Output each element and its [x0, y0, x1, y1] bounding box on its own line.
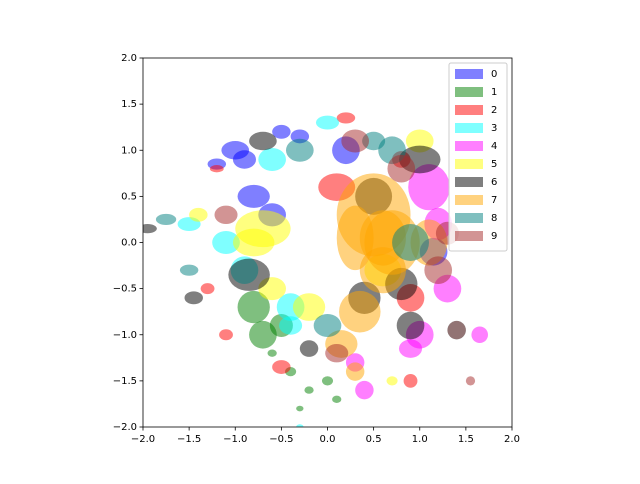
legend-swatch — [455, 105, 483, 115]
ellipse-mark — [272, 360, 291, 374]
ellipse-mark — [313, 313, 342, 338]
y-tick-label: 2.0 — [121, 53, 137, 64]
ellipse-mark — [237, 184, 270, 208]
ellipse-mark — [237, 290, 270, 324]
ellipse-mark — [232, 150, 257, 169]
ellipse-mark — [228, 258, 270, 291]
ellipse-mark — [212, 230, 240, 255]
legend-label: 6 — [491, 177, 497, 188]
ellipse-mark — [465, 376, 476, 386]
ellipse-mark — [403, 373, 418, 388]
ellipse-mark — [214, 205, 238, 225]
y-tick-label: −1.0 — [113, 330, 137, 341]
ellipse-mark — [292, 293, 326, 321]
plot-area — [143, 112, 489, 427]
ellipse-mark — [200, 283, 215, 295]
y-tick-label: −2.0 — [113, 422, 137, 433]
ellipse-mark — [398, 339, 423, 358]
legend-label: 3 — [491, 123, 497, 134]
ellipse-mark — [355, 380, 374, 400]
ellipse-mark — [249, 131, 277, 151]
ellipse-mark — [143, 224, 157, 234]
ellipse-mark — [235, 210, 291, 248]
y-tick-label: 1.0 — [121, 145, 137, 156]
x-tick-label: 2.0 — [504, 434, 520, 445]
ellipse-mark — [336, 112, 356, 124]
legend-label: 2 — [491, 105, 497, 116]
legend-label: 8 — [491, 213, 497, 224]
ellipse-mark — [424, 256, 453, 285]
ellipse-mark — [336, 205, 374, 271]
ellipse-mark — [184, 291, 203, 305]
ellipse-mark — [447, 320, 466, 340]
x-tick-label: 1.0 — [412, 434, 428, 445]
legend-swatch — [455, 159, 483, 169]
ellipse-mark — [408, 164, 450, 211]
ellipse-mark — [362, 131, 386, 151]
ellipse-mark — [285, 138, 314, 162]
y-tick-label: −0.5 — [113, 284, 137, 295]
legend-swatch — [455, 195, 483, 205]
legend-swatch — [455, 213, 483, 223]
ellipse-mark — [345, 362, 365, 381]
ellipse-mark — [471, 326, 489, 344]
y-tick-label: 0.0 — [121, 238, 137, 249]
ellipse-mark — [189, 207, 208, 222]
legend-label: 4 — [491, 141, 497, 152]
ellipse-mark — [272, 124, 291, 139]
x-tick-label: −1.0 — [223, 434, 247, 445]
ellipse-mark — [296, 405, 304, 412]
ellipse-mark — [304, 386, 314, 394]
ellipse-mark — [155, 213, 177, 225]
ellipse-mark — [249, 320, 277, 349]
x-tick-label: −1.5 — [177, 434, 201, 445]
ellipse-mark — [386, 376, 398, 386]
x-tick-label: 0.5 — [366, 434, 382, 445]
legend-swatch — [455, 141, 483, 151]
legend-swatch — [455, 123, 483, 133]
legend-swatch — [455, 177, 483, 187]
legend-label: 9 — [491, 231, 497, 242]
ellipse-mark — [279, 316, 303, 335]
ellipse-mark — [299, 340, 319, 357]
ellipse-mark — [341, 129, 370, 153]
legend-swatch — [455, 87, 483, 97]
ellipse-mark — [258, 147, 286, 172]
ellipse-mark — [209, 165, 224, 173]
ellipse-mark — [315, 115, 340, 130]
ellipse-mark — [392, 224, 429, 261]
y-tick-label: 1.5 — [121, 99, 137, 110]
ellipse-mark — [321, 376, 334, 386]
legend: 0 1 2 3 4 5 6 7 8 9 — [448, 62, 508, 252]
legend-label: 1 — [491, 87, 497, 98]
ellipse-mark — [219, 329, 233, 341]
x-tick-label: −2.0 — [131, 434, 155, 445]
ellipse-mark — [339, 290, 381, 333]
ellipse-mark — [387, 154, 416, 183]
ellipse-mark — [267, 349, 277, 357]
legend-label: 7 — [491, 195, 497, 206]
legend-label: 5 — [491, 159, 497, 170]
legend-swatch — [455, 69, 483, 79]
ellipse-mark — [325, 343, 349, 363]
ellipse-mark — [396, 311, 425, 340]
x-tick-label: 0.0 — [320, 434, 336, 445]
ellipse-mark — [332, 395, 342, 404]
legend-swatch — [455, 231, 483, 241]
y-tick-label: 0.5 — [121, 191, 137, 202]
legend-label: 0 — [491, 69, 497, 80]
ellipse-mark — [296, 424, 304, 427]
y-tick-label: −1.5 — [113, 376, 137, 387]
ellipse-mark — [179, 264, 199, 276]
x-tick-label: −0.5 — [269, 434, 293, 445]
x-tick-label: 1.5 — [458, 434, 474, 445]
